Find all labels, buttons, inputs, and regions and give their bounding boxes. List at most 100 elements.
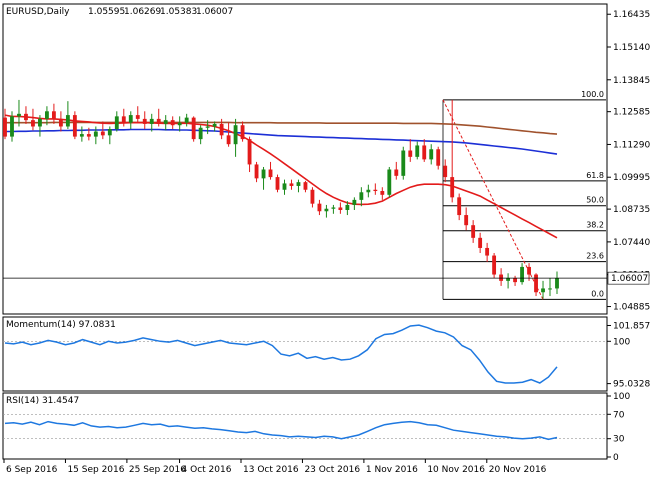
candle-body — [310, 189, 315, 204]
x-tick-label: 13 Oct 2016 — [243, 465, 299, 475]
candle-body — [366, 189, 371, 193]
candle-body — [45, 111, 49, 119]
candle-body — [247, 139, 252, 165]
candle-body — [527, 266, 531, 275]
rsi-panel: RSI(14) 31.4547 100 70 30 0 — [2, 392, 630, 463]
candle-body — [394, 169, 399, 176]
candle-body — [338, 207, 343, 210]
x-tick-label: 1 Nov 2016 — [366, 465, 418, 475]
sma-mid-line — [5, 128, 558, 155]
y-tick-label: 100 — [613, 392, 630, 402]
ohlc-close: 1.06007 — [196, 7, 233, 17]
y-tick-label: 1.13845 — [613, 76, 650, 86]
candle-body — [254, 164, 259, 179]
candle-body — [240, 125, 245, 140]
y-tick-label: 70 — [613, 410, 625, 420]
candle-body — [289, 183, 294, 186]
momentum-label: Momentum(14) 97.0831 — [6, 320, 116, 330]
y-tick-label: 1.08735 — [613, 205, 650, 215]
candle-body — [184, 117, 189, 123]
candle-body — [170, 120, 175, 126]
x-tick-label: 10 Nov 2016 — [427, 465, 485, 475]
y-tick-label: 1.04885 — [613, 303, 650, 313]
y-tick-label: 30 — [613, 435, 625, 445]
candle-body — [149, 118, 154, 124]
candle-body — [10, 116, 14, 137]
momentum-panel: Momentum(14) 97.0831 101.857 100 95.0328 — [2, 316, 650, 392]
candle-body — [541, 288, 545, 293]
candle-body — [261, 169, 266, 179]
candle-body — [100, 131, 105, 136]
candle-body — [492, 255, 497, 275]
candle-body — [38, 118, 42, 127]
y-tick-label: 0 — [613, 453, 619, 463]
candle-body — [72, 115, 77, 137]
candle-body — [3, 117, 7, 137]
candle-body — [429, 149, 434, 160]
candle-body — [156, 118, 161, 124]
y-tick-label: 95.0328 — [613, 380, 650, 390]
candle-body — [373, 189, 378, 192]
rsi-label: RSI(14) 31.4547 — [6, 396, 79, 406]
y-tick-label: 1.09995 — [613, 173, 650, 183]
candle-body — [128, 115, 133, 123]
x-tick-label: 15 Sep 2016 — [67, 465, 124, 475]
candle-body — [471, 225, 476, 238]
y-tick-label: 1.15140 — [613, 43, 650, 53]
candle-body — [555, 278, 559, 289]
x-tick-label: 4 Oct 2016 — [182, 465, 232, 475]
candle-body — [219, 123, 224, 136]
y-tick-label: 1.12585 — [613, 108, 650, 118]
fib-level-label: 50.0 — [586, 196, 604, 205]
current-price-label: 1.06007 — [611, 274, 648, 284]
candle-body — [408, 150, 413, 157]
candle-body — [212, 123, 217, 127]
candle-body — [268, 169, 273, 178]
candle-body — [436, 149, 441, 166]
fib-level-label: 23.6 — [586, 252, 604, 261]
x-tick-label: 6 Sep 2016 — [6, 465, 58, 475]
ohlc-open: 1.05595 — [88, 7, 125, 17]
candle-body — [121, 116, 126, 123]
candle-body — [359, 192, 364, 200]
candle-body — [352, 199, 357, 205]
candle-body — [380, 191, 385, 195]
candle-body — [324, 208, 329, 212]
candle-body — [534, 274, 538, 293]
candle-body — [499, 274, 504, 281]
candle-body — [345, 204, 350, 210]
x-tick-label: 20 Nov 2016 — [489, 465, 547, 475]
candle-body — [506, 278, 511, 281]
y-tick-label: 1.11290 — [613, 140, 650, 150]
candle-body — [191, 117, 196, 140]
candle-body — [31, 120, 35, 127]
x-tick-label: 25 Sep 2016 — [129, 465, 186, 475]
candle-body — [387, 169, 392, 195]
candle-body — [233, 125, 238, 145]
candle-body — [548, 288, 552, 290]
candle-body — [331, 207, 336, 209]
candle-body — [24, 113, 28, 121]
candle-body — [79, 134, 84, 137]
candle-body — [317, 203, 322, 212]
candle-body — [513, 278, 517, 283]
candle-body — [282, 183, 287, 190]
candle-body — [415, 145, 420, 157]
candle-body — [478, 237, 483, 248]
candle-body — [422, 145, 427, 160]
candle-body — [177, 122, 182, 126]
candle-body — [51, 111, 56, 119]
candle-body — [65, 115, 70, 127]
fib-trend-line — [442, 99, 544, 300]
candle-body — [485, 247, 490, 256]
candle-body — [275, 177, 280, 190]
candle-body — [163, 120, 168, 124]
candle-body — [226, 135, 231, 145]
x-tick-label: 23 Oct 2016 — [304, 465, 360, 475]
candle-body — [93, 131, 98, 137]
symbol-label: EURUSD,Daily — [6, 7, 70, 17]
candle-body — [58, 118, 63, 127]
candle-body — [198, 127, 203, 140]
candle-body — [17, 113, 21, 117]
